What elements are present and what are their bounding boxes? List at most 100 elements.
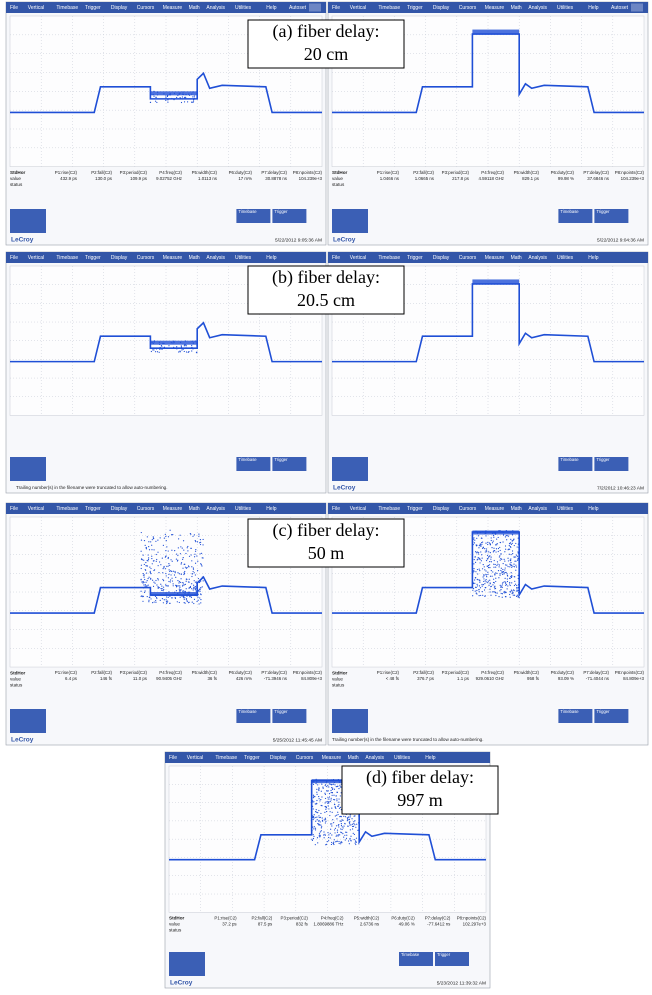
noise-dot xyxy=(187,565,190,567)
noise-dot xyxy=(324,818,327,820)
noise-dot xyxy=(197,577,200,580)
noise-dot xyxy=(344,834,346,836)
row-label: StdHor xyxy=(169,916,185,921)
noise-dot xyxy=(503,558,505,560)
noise-dot xyxy=(321,819,324,821)
measure-header: P2:fall(C2) xyxy=(91,670,112,675)
noise-dot xyxy=(515,560,517,562)
menu-item: Math xyxy=(511,5,522,11)
noise-dot xyxy=(163,346,165,348)
noise-dot xyxy=(336,800,338,802)
noise-dot xyxy=(488,542,491,544)
noise-dot xyxy=(311,782,313,784)
measure-value: 109.9 ps xyxy=(130,176,148,181)
noise-dot xyxy=(312,797,315,799)
noise-dot xyxy=(493,591,495,593)
noise-dot xyxy=(339,784,341,786)
measure-value: 49.06 % xyxy=(399,921,415,926)
noise-dot xyxy=(480,545,482,547)
noise-dot xyxy=(162,602,165,604)
noise-dot xyxy=(511,582,513,584)
noise-dot xyxy=(320,824,322,826)
noise-dot xyxy=(344,816,347,818)
noise-dot xyxy=(486,575,488,578)
caption-box xyxy=(247,19,405,69)
noise-dot xyxy=(353,838,355,841)
measure-value: 37.2 ps xyxy=(222,921,237,926)
noise-dot xyxy=(504,536,507,538)
noise-dot xyxy=(324,833,326,835)
measure-value: 2.6736 ns xyxy=(360,921,380,926)
noise-dot xyxy=(482,594,484,596)
noise-dot xyxy=(491,532,494,534)
noise-dot xyxy=(332,779,335,781)
noise-dot xyxy=(166,565,168,568)
noise-dot xyxy=(179,596,181,598)
noise-dot xyxy=(481,585,483,587)
noise-dot xyxy=(191,93,193,95)
noise-dot xyxy=(477,558,479,560)
noise-dot xyxy=(316,819,318,821)
noise-dot xyxy=(182,597,185,599)
noise-dot xyxy=(485,581,487,583)
noise-dot xyxy=(337,779,339,781)
noise-dot xyxy=(153,349,155,351)
noise-dot xyxy=(184,570,186,573)
noise-dot xyxy=(475,550,477,553)
noise-dot xyxy=(177,592,179,595)
noise-dot xyxy=(334,827,337,829)
noise-dot xyxy=(153,581,155,583)
noise-dot xyxy=(507,575,509,577)
noise-dot xyxy=(353,821,355,823)
noise-dot xyxy=(197,599,199,601)
noise-dot xyxy=(505,582,507,584)
noise-dot xyxy=(340,843,342,845)
noise-dot xyxy=(181,585,184,587)
noise-dot xyxy=(155,560,157,562)
noise-dot xyxy=(141,558,143,560)
noise-dot xyxy=(325,801,327,803)
noise-dot xyxy=(169,570,171,572)
noise-dot xyxy=(493,549,496,552)
noise-dot xyxy=(518,578,520,580)
noise-dot xyxy=(348,821,350,823)
noise-dot xyxy=(183,350,185,353)
noise-dot xyxy=(333,839,335,841)
menu-item: Analysis xyxy=(528,255,547,261)
menu-item: Utilities xyxy=(557,5,574,11)
noise-dot xyxy=(506,580,509,583)
noise-dot xyxy=(194,562,197,564)
box-label: Timebase xyxy=(238,457,257,462)
noise-dot xyxy=(321,783,323,785)
noise-dot xyxy=(330,797,332,799)
measure-header: P5:width(C2) xyxy=(354,915,380,920)
noise-dot xyxy=(143,559,145,561)
noise-dot xyxy=(181,547,183,549)
noise-dot xyxy=(182,91,184,93)
noise-dot xyxy=(191,583,193,585)
noise-dot xyxy=(504,560,506,562)
menu-item: Vertical xyxy=(28,506,44,512)
measure-value: 36 fs xyxy=(207,676,217,681)
noise-dot xyxy=(178,538,180,540)
noise-dot xyxy=(316,791,318,793)
noise-dot xyxy=(319,816,321,818)
menu-item: Measure xyxy=(485,506,505,512)
noise-dot xyxy=(504,567,506,569)
timestamp: 5/22/2012 9:05:36 AM xyxy=(275,237,322,243)
noise-dot xyxy=(147,584,149,586)
brand: LeCroy xyxy=(333,237,356,244)
noise-dot xyxy=(155,599,157,602)
noise-dot xyxy=(150,93,152,95)
noise-dot xyxy=(485,570,487,572)
row-label: value xyxy=(332,676,343,681)
noise-dot xyxy=(357,822,360,824)
menu-item: Timebase xyxy=(378,5,400,11)
noise-dot xyxy=(477,579,479,581)
noise-dot xyxy=(499,559,501,561)
measure-value: 217.8 ps xyxy=(452,176,470,181)
measure-value: 84.809e+3 xyxy=(301,676,322,681)
noise-dot xyxy=(171,577,173,579)
noise-dot xyxy=(517,589,519,592)
noise-dot xyxy=(338,807,341,809)
